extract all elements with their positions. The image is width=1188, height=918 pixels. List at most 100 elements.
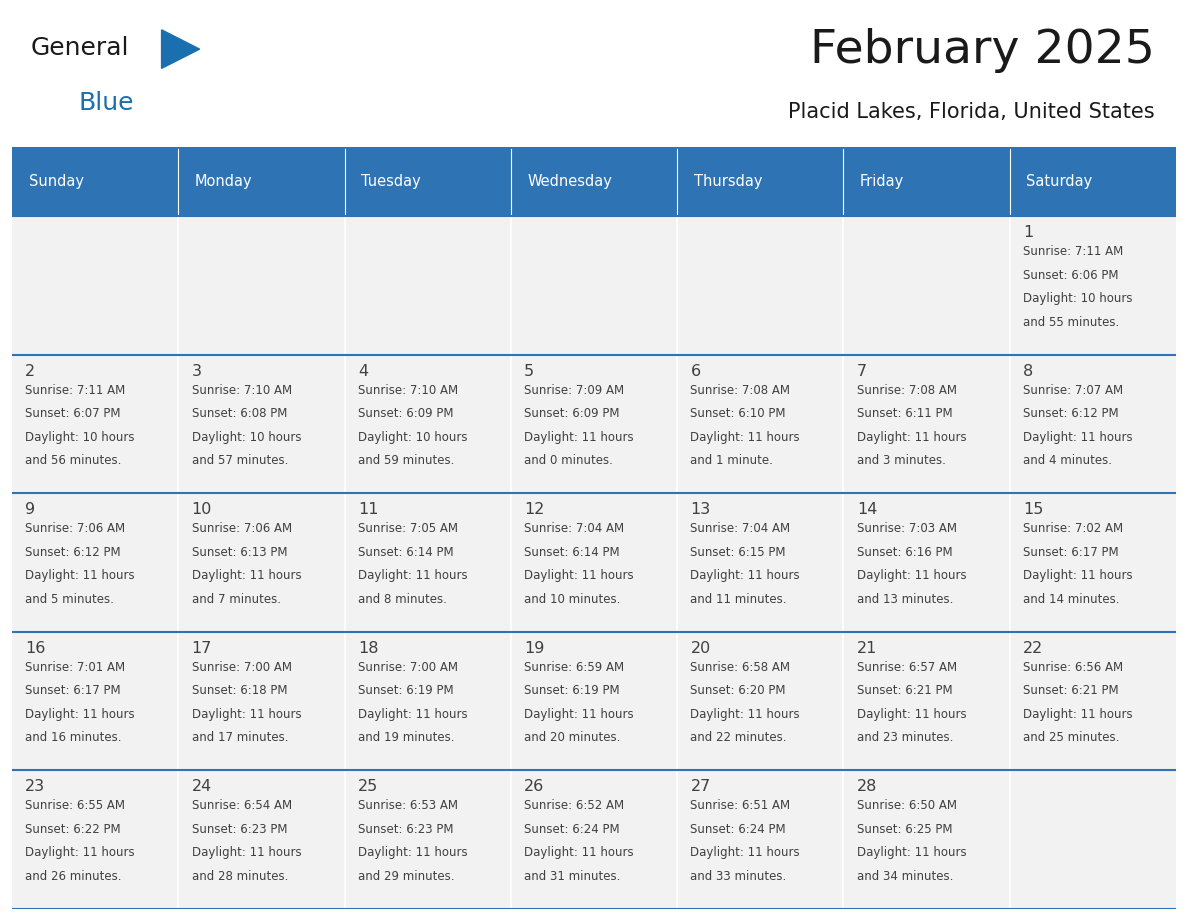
Text: Sunrise: 7:11 AM: Sunrise: 7:11 AM xyxy=(25,384,126,397)
Text: Sunrise: 6:57 AM: Sunrise: 6:57 AM xyxy=(857,661,956,674)
Text: 16: 16 xyxy=(25,641,45,655)
Text: Daylight: 10 hours: Daylight: 10 hours xyxy=(1023,292,1132,306)
Text: Daylight: 11 hours: Daylight: 11 hours xyxy=(857,569,966,582)
Text: Sunrise: 7:06 AM: Sunrise: 7:06 AM xyxy=(191,522,291,535)
Text: and 31 minutes.: and 31 minutes. xyxy=(524,870,620,883)
Text: Sunset: 6:22 PM: Sunset: 6:22 PM xyxy=(25,823,121,836)
Text: and 3 minutes.: and 3 minutes. xyxy=(857,454,946,467)
Text: 25: 25 xyxy=(358,779,378,794)
Text: 15: 15 xyxy=(1023,502,1043,517)
Text: 4: 4 xyxy=(358,364,368,379)
Text: 9: 9 xyxy=(25,502,36,517)
Text: Sunrise: 6:56 AM: Sunrise: 6:56 AM xyxy=(1023,661,1123,674)
Text: Sunrise: 6:54 AM: Sunrise: 6:54 AM xyxy=(191,800,291,812)
Bar xyxy=(843,147,1010,216)
Text: and 19 minutes.: and 19 minutes. xyxy=(358,732,454,744)
Text: 2: 2 xyxy=(25,364,36,379)
Text: 21: 21 xyxy=(857,641,877,655)
Text: Daylight: 11 hours: Daylight: 11 hours xyxy=(690,431,800,444)
Text: 3: 3 xyxy=(191,364,202,379)
Text: Daylight: 11 hours: Daylight: 11 hours xyxy=(524,708,633,721)
Text: Sunset: 6:16 PM: Sunset: 6:16 PM xyxy=(857,546,953,559)
Text: Placid Lakes, Florida, United States: Placid Lakes, Florida, United States xyxy=(789,103,1155,122)
Bar xyxy=(345,147,511,216)
Text: Sunset: 6:24 PM: Sunset: 6:24 PM xyxy=(690,823,786,836)
Text: Sunset: 6:06 PM: Sunset: 6:06 PM xyxy=(1023,269,1119,282)
Text: Sunrise: 7:08 AM: Sunrise: 7:08 AM xyxy=(857,384,956,397)
Text: and 29 minutes.: and 29 minutes. xyxy=(358,870,454,883)
Bar xyxy=(12,493,1176,632)
Text: and 28 minutes.: and 28 minutes. xyxy=(191,870,287,883)
Text: 28: 28 xyxy=(857,779,877,794)
Text: Sunset: 6:14 PM: Sunset: 6:14 PM xyxy=(358,546,454,559)
Bar xyxy=(677,147,843,216)
Text: Wednesday: Wednesday xyxy=(527,174,612,189)
Text: Sunset: 6:18 PM: Sunset: 6:18 PM xyxy=(191,685,287,698)
Text: and 7 minutes.: and 7 minutes. xyxy=(191,593,280,606)
Text: and 5 minutes.: and 5 minutes. xyxy=(25,593,114,606)
Text: 13: 13 xyxy=(690,502,710,517)
Text: Sunrise: 6:52 AM: Sunrise: 6:52 AM xyxy=(524,800,624,812)
Text: Sunset: 6:24 PM: Sunset: 6:24 PM xyxy=(524,823,620,836)
Text: Sunset: 6:13 PM: Sunset: 6:13 PM xyxy=(191,546,287,559)
Text: Daylight: 11 hours: Daylight: 11 hours xyxy=(857,708,966,721)
Bar xyxy=(12,147,178,216)
Text: Daylight: 11 hours: Daylight: 11 hours xyxy=(857,846,966,859)
Text: Sunrise: 7:01 AM: Sunrise: 7:01 AM xyxy=(25,661,125,674)
Bar xyxy=(12,632,1176,770)
Text: Sunrise: 7:00 AM: Sunrise: 7:00 AM xyxy=(358,661,457,674)
Text: Sunrise: 7:11 AM: Sunrise: 7:11 AM xyxy=(1023,245,1124,258)
Text: 27: 27 xyxy=(690,779,710,794)
Text: 1: 1 xyxy=(1023,225,1034,241)
Bar xyxy=(12,770,1176,909)
Text: Daylight: 11 hours: Daylight: 11 hours xyxy=(358,846,467,859)
Text: 24: 24 xyxy=(191,779,211,794)
Text: 5: 5 xyxy=(524,364,535,379)
Text: and 23 minutes.: and 23 minutes. xyxy=(857,732,953,744)
Text: Daylight: 11 hours: Daylight: 11 hours xyxy=(524,846,633,859)
Text: 7: 7 xyxy=(857,364,867,379)
Text: 8: 8 xyxy=(1023,364,1034,379)
Text: Blue: Blue xyxy=(78,91,134,115)
Text: Sunrise: 7:06 AM: Sunrise: 7:06 AM xyxy=(25,522,125,535)
Text: Sunrise: 7:04 AM: Sunrise: 7:04 AM xyxy=(690,522,790,535)
Text: Sunset: 6:21 PM: Sunset: 6:21 PM xyxy=(1023,685,1119,698)
Text: Sunset: 6:10 PM: Sunset: 6:10 PM xyxy=(690,408,786,420)
Text: Sunset: 6:19 PM: Sunset: 6:19 PM xyxy=(524,685,620,698)
Text: Daylight: 11 hours: Daylight: 11 hours xyxy=(690,569,800,582)
Text: Sunrise: 7:04 AM: Sunrise: 7:04 AM xyxy=(524,522,624,535)
Text: Sunrise: 6:58 AM: Sunrise: 6:58 AM xyxy=(690,661,790,674)
Text: and 10 minutes.: and 10 minutes. xyxy=(524,593,620,606)
Text: Daylight: 10 hours: Daylight: 10 hours xyxy=(25,431,134,444)
Text: and 26 minutes.: and 26 minutes. xyxy=(25,870,121,883)
Text: Sunset: 6:12 PM: Sunset: 6:12 PM xyxy=(25,546,121,559)
Text: Sunrise: 6:59 AM: Sunrise: 6:59 AM xyxy=(524,661,624,674)
Text: Tuesday: Tuesday xyxy=(361,174,421,189)
Text: and 33 minutes.: and 33 minutes. xyxy=(690,870,786,883)
Text: Sunrise: 6:51 AM: Sunrise: 6:51 AM xyxy=(690,800,790,812)
Text: Sunday: Sunday xyxy=(29,174,83,189)
Text: and 59 minutes.: and 59 minutes. xyxy=(358,454,454,467)
Text: Sunset: 6:09 PM: Sunset: 6:09 PM xyxy=(524,408,620,420)
Text: Sunrise: 7:05 AM: Sunrise: 7:05 AM xyxy=(358,522,457,535)
Text: 17: 17 xyxy=(191,641,211,655)
Bar xyxy=(12,354,1176,493)
Text: 12: 12 xyxy=(524,502,544,517)
Text: Sunset: 6:21 PM: Sunset: 6:21 PM xyxy=(857,685,953,698)
Text: Sunrise: 7:08 AM: Sunrise: 7:08 AM xyxy=(690,384,790,397)
Text: and 14 minutes.: and 14 minutes. xyxy=(1023,593,1119,606)
Text: Sunset: 6:09 PM: Sunset: 6:09 PM xyxy=(358,408,454,420)
Text: and 0 minutes.: and 0 minutes. xyxy=(524,454,613,467)
Text: Daylight: 11 hours: Daylight: 11 hours xyxy=(191,846,301,859)
Bar xyxy=(178,147,345,216)
Text: and 56 minutes.: and 56 minutes. xyxy=(25,454,121,467)
Text: and 20 minutes.: and 20 minutes. xyxy=(524,732,620,744)
Text: Monday: Monday xyxy=(195,174,253,189)
Text: Sunrise: 7:10 AM: Sunrise: 7:10 AM xyxy=(191,384,291,397)
Bar xyxy=(511,147,677,216)
Text: and 11 minutes.: and 11 minutes. xyxy=(690,593,786,606)
Text: 11: 11 xyxy=(358,502,378,517)
Text: Sunrise: 7:03 AM: Sunrise: 7:03 AM xyxy=(857,522,956,535)
Text: Sunset: 6:14 PM: Sunset: 6:14 PM xyxy=(524,546,620,559)
Text: Sunset: 6:15 PM: Sunset: 6:15 PM xyxy=(690,546,786,559)
